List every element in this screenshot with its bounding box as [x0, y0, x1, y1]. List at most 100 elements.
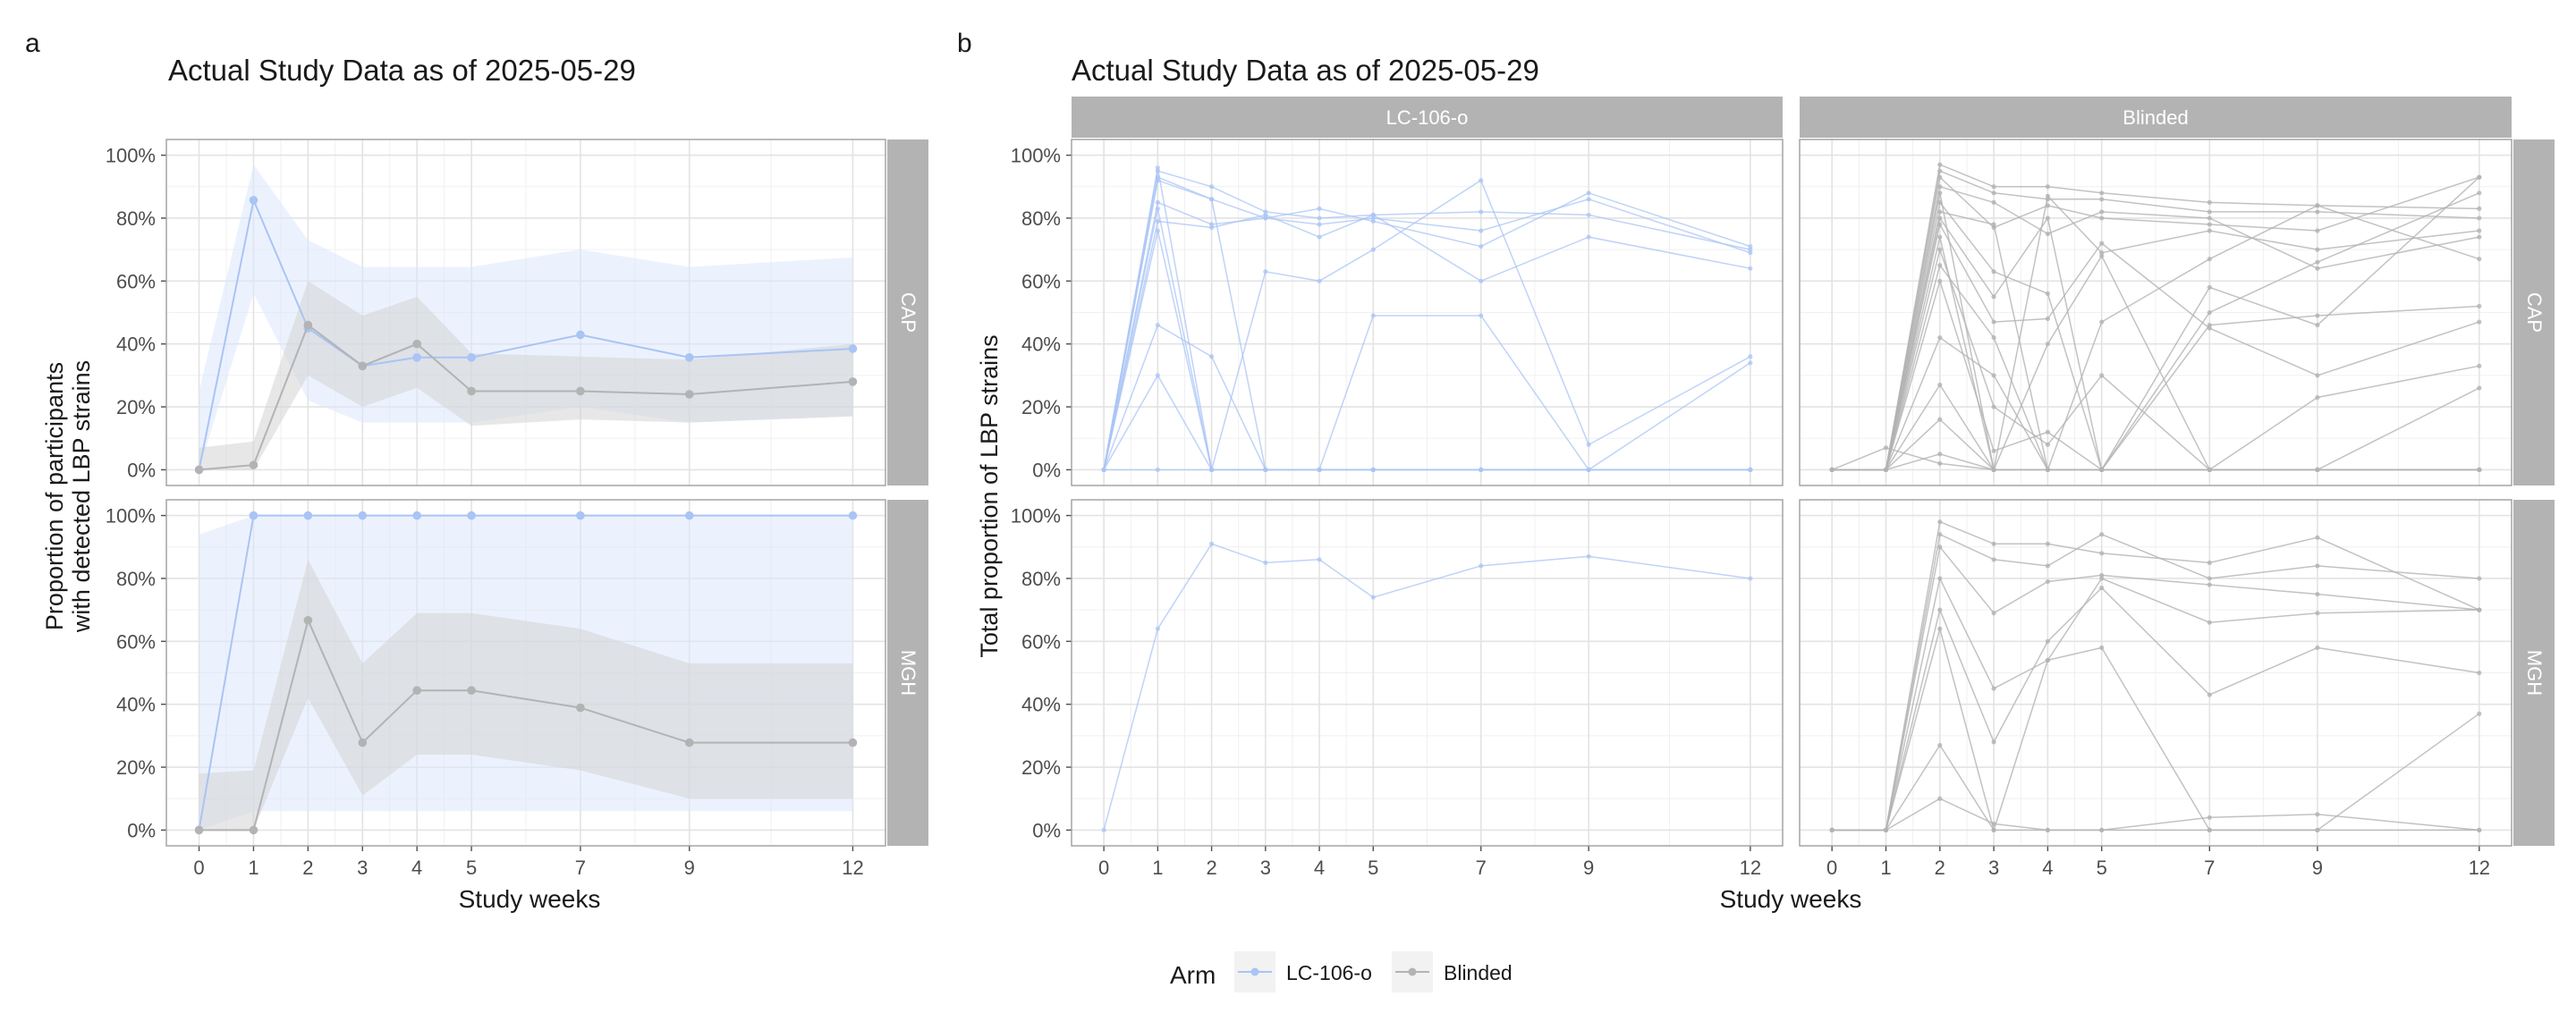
panel-b-blinded-mgh-participant-point [2099, 585, 2105, 591]
panel-a-cap-y-tick-label: 100% [106, 145, 156, 167]
panel-b-blinded-mgh-participant-point [2315, 535, 2320, 540]
panel-b-blinded-mgh-participant-point [2045, 657, 2050, 663]
panel-b-blinded-mgh-participant-point [2477, 711, 2482, 716]
panel-b-lc-106-o-cap-participant-point [1748, 360, 1753, 366]
panel-b-blinded-cap-participant-point [1937, 460, 1943, 466]
panel-b-lc-106-o-mgh-y-tick-label: 40% [1021, 694, 1061, 716]
panel-b-lc-106-o-cap-participant-point [1479, 244, 1484, 249]
panel-b-blinded-mgh-participant-point [2315, 563, 2320, 569]
panel-b-blinded-cap-participant-point [1991, 448, 1996, 453]
panel-b-lc-106-o-mgh-participant-point [1479, 563, 1484, 569]
panel-b-blinded-cap-participant-point [2207, 309, 2212, 316]
panel-b-blinded-cap-participant-point [1937, 247, 1943, 252]
panel-b-blinded-cap-participant-point [2207, 257, 2212, 262]
panel-b-blinded-mgh-participant-point [2477, 607, 2482, 612]
panel-a-mgh-point-lc-106-o [848, 511, 858, 520]
panel-b-blinded-cap-participant-point [1991, 222, 1996, 227]
panel-b-blinded-cap-participant-point [1937, 215, 1943, 221]
panel-b-lc-106-o-mgh-participant-point [1748, 576, 1753, 581]
panel-b-blinded-mgh-participant-point [1991, 827, 1996, 833]
panel-b-lc-106-o-cap-y-tick-label: 0% [1032, 459, 1061, 481]
panel-b-blinded-cap-participant-point [2099, 253, 2105, 258]
panel-b-lc-106-o-mgh-participant-point [1263, 560, 1268, 565]
panel-b-lc-106-o-cap-border [1071, 139, 1784, 486]
panel-b-blinded-cap-participant-point [2045, 316, 2050, 322]
panel-b-blinded-mgh-participant-point [2045, 541, 2050, 546]
panel-b-blinded-cap-participant-point [2045, 184, 2050, 190]
panel-b-blinded-mgh-participant-point [1937, 519, 1943, 525]
panel-a-y-axis-label-line-2: with detected LBP strains [68, 360, 95, 633]
panel-b-blinded-mgh-participant-point [2045, 827, 2050, 833]
panel-a-mgh-ci-band-blinded [199, 559, 853, 831]
panel-a-mgh-x-tick-label: 7 [575, 857, 586, 879]
panel-b-lc-106-o-cap-participant-point [1155, 228, 1160, 233]
panel-a-cap-point-lc-106-o [467, 353, 476, 362]
panel-a-title: Actual Study Data as of 2025-05-29 [168, 54, 636, 87]
panel-b-lc-106-o-mgh-x-tick-label: 2 [1206, 857, 1216, 879]
panel-b-lc-106-o-cap-participant-point [1155, 467, 1160, 473]
panel-b-lc-106-o-cap-participant-point [1208, 197, 1215, 202]
panel-b-lc-106-o-cap-participant-point [1479, 228, 1484, 233]
panel-b-blinded-cap-panel [1799, 139, 2512, 486]
panel-a-mgh-point-lc-106-o [684, 511, 694, 520]
panel-b-lc-106-o-cap-participant-point [1155, 373, 1160, 378]
panel-b-blinded-cap-row-strip-label: CAP [2523, 292, 2546, 333]
panel-b-blinded-mgh-participant-point [2045, 578, 2050, 585]
panel-a-cap-y-tick-label: 80% [116, 207, 156, 230]
panel-b-blinded-mgh-row-strip-label: MGH [2523, 650, 2546, 696]
panel-a-cap-point-lc-106-o [249, 196, 258, 205]
panel-b-blinded-cap-participant-point [2477, 215, 2482, 221]
panel-b-lc-106-o-cap-y-tick-label: 80% [1021, 207, 1061, 230]
panel-b-blinded-cap-participant-point [2477, 363, 2482, 368]
panel-a-mgh-y-tick-label: 0% [127, 819, 156, 841]
panel-b-blinded-mgh-x-tick-label: 2 [1935, 857, 1945, 879]
panel-b-lc-106-o-mgh-participant-point [1155, 626, 1160, 631]
panel-b-blinded-cap-participant-point [1937, 263, 1943, 268]
panel-a-cap-y-tick-label: 60% [116, 270, 156, 292]
panel-b-blinded-cap-column-strip [1800, 97, 2512, 138]
panel-b-blinded-cap-participant-point [2477, 303, 2482, 309]
panel-b-lc-106-o-cap-participant-point [1208, 354, 1215, 359]
panel-b-lc-106-o-cap-participant-point [1155, 199, 1160, 205]
panel-b-lc-106-o-cap-column-strip [1072, 97, 1783, 138]
panel-b-blinded-mgh-participant-point [2315, 812, 2320, 817]
panel-b-blinded-cap-participant-point [2207, 199, 2212, 205]
panel-a-mgh-point-blinded [194, 825, 204, 835]
panel-b-blinded-cap-participant-point [2207, 228, 2212, 233]
panel-b-blinded-cap-participant-point [2045, 193, 2050, 198]
panel-a-mgh-point-blinded [848, 738, 858, 747]
panel-b-lc-106-o-cap-y-tick-label: 20% [1021, 396, 1061, 418]
panel-b-blinded-cap-participant-point [2099, 197, 2105, 202]
panel-b-blinded-cap-participant-point [2315, 313, 2320, 318]
panel-a-mgh-x-tick-label: 1 [248, 857, 258, 879]
panel-b-blinded-mgh-x-tick-label: 1 [1880, 857, 1891, 879]
panel-a-mgh-point-lc-106-o [249, 511, 258, 520]
panel-b-blinded-mgh-x-tick-label: 7 [2204, 857, 2215, 879]
panel-a-mgh-x-tick-label: 3 [357, 857, 368, 879]
panel-b-blinded-mgh-participant-point [2315, 591, 2320, 597]
panel-b-lc-106-o-mgh-border [1071, 499, 1784, 847]
panel-b-lc-106-o-mgh-participant-point [1317, 557, 1322, 562]
panel-b-lc-106-o-mgh-participant-point [1370, 595, 1376, 600]
panel-b-lc-106-o-mgh-x-tick-label: 1 [1152, 857, 1163, 879]
panel-a-mgh-point-blinded [412, 686, 421, 696]
panel-b-lc-106-o-mgh-participant-point [1586, 553, 1591, 559]
panel-b-blinded-mgh-participant-point [2207, 576, 2212, 581]
panel-b-blinded-mgh-x-tick-label: 3 [1988, 857, 1999, 879]
panel-b-lc-106-o-cap-participant-point [1479, 209, 1484, 215]
panel-b-lc-106-o-cap-participant-point [1586, 442, 1591, 447]
panel-a-mgh-point-lc-106-o [303, 511, 313, 520]
panel-a-mgh-y-tick-label: 80% [116, 568, 156, 590]
panel-b-lc-106-o-cap-participant-point [1263, 212, 1268, 218]
plot-panels: 0%20%40%60%80%100%CAP0%20%40%60%80%100%0… [106, 97, 2555, 879]
panel-a-mgh-row-strip [887, 500, 928, 846]
panel-b-lc-106-o-cap-participant-point [1101, 467, 1106, 473]
panel-b-blinded-mgh-participant-point [2099, 576, 2105, 581]
panel-b-blinded-mgh-participant-point [2099, 551, 2105, 556]
panel-a-cap-y-tick-label: 40% [116, 333, 156, 356]
panel-a-y-axis-label-line-1: Proportion of participants [41, 362, 68, 630]
panel-b-blinded-mgh-participant-point [1937, 545, 1943, 550]
panel-a-mgh-point-blinded [576, 703, 585, 713]
panel-b-blinded-cap-participant-point [2315, 322, 2320, 328]
panel-b-lc-106-o-cap-participant-point [1155, 206, 1160, 211]
